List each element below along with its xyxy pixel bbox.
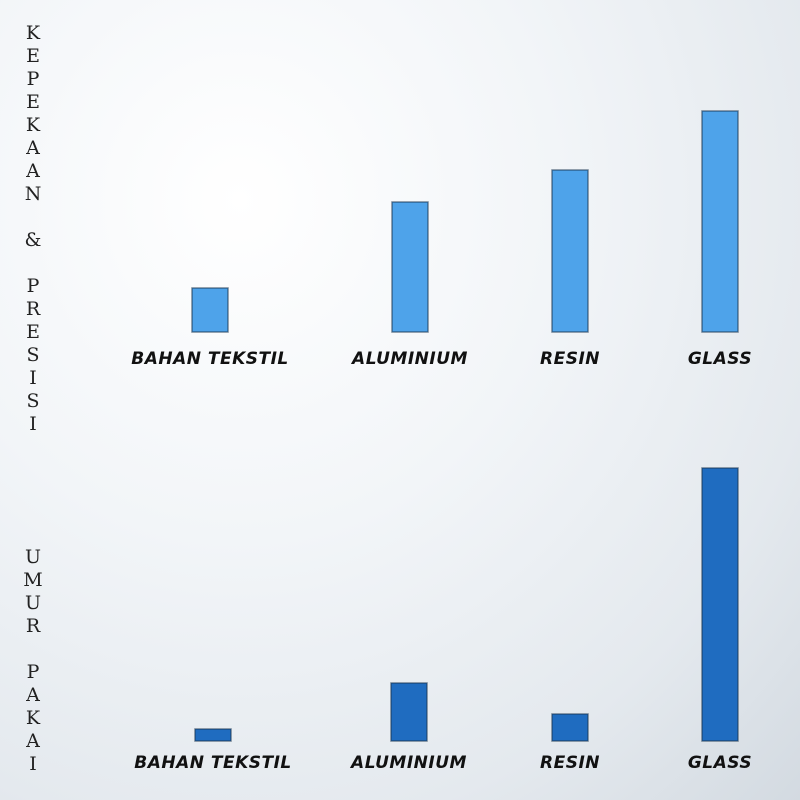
bar [391,201,429,333]
category-label: BAHAN TEKSTIL [134,753,292,773]
category-label: RESIN [540,349,600,369]
y-axis-label: KEPEKAAN & PRESISI [22,22,44,436]
bar [194,728,232,742]
category-label: GLASS [688,753,752,773]
category-label: ALUMINIUM [350,349,468,369]
category-label: ALUMINIUM [349,753,467,773]
bar [390,682,428,742]
bar [551,169,589,333]
category-label: RESIN [540,753,600,773]
bar [191,287,229,333]
y-axis-label: UMUR PAKAI [22,546,44,776]
bar [701,467,739,742]
category-label: GLASS [688,349,752,369]
bar [551,713,589,742]
category-label: BAHAN TEKSTIL [131,349,289,369]
bar [701,110,739,333]
